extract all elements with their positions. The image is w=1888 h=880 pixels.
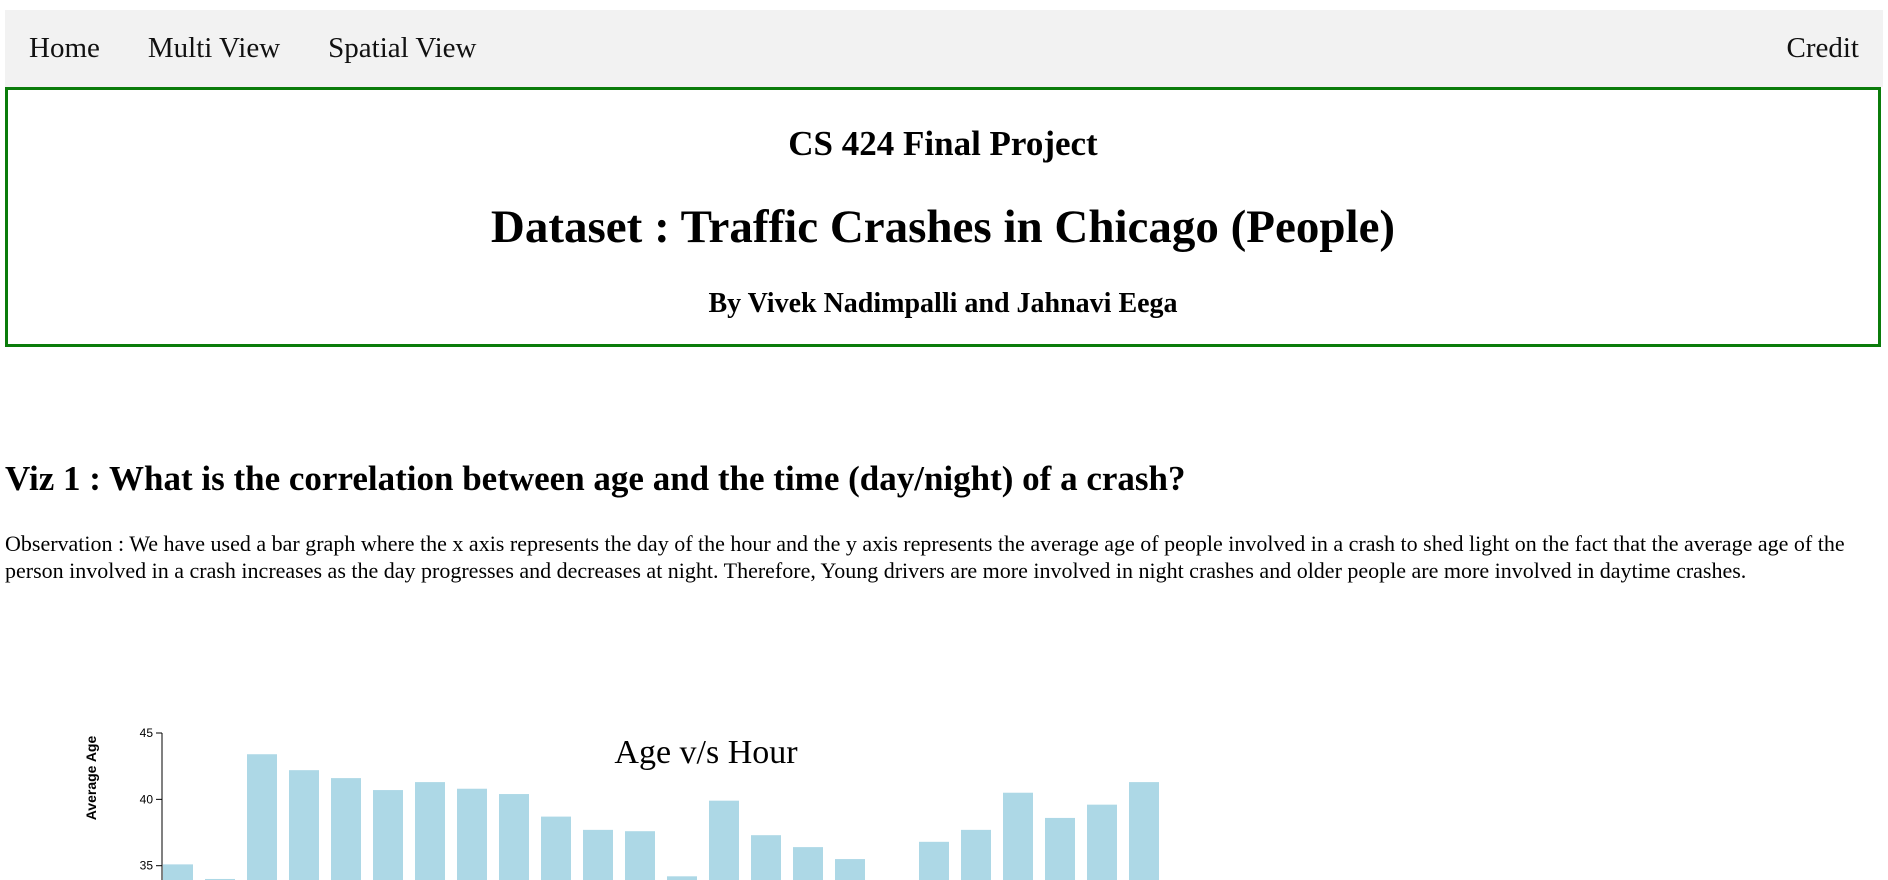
bar-hour-2 — [247, 754, 277, 880]
y-tick-label: 45 — [140, 726, 154, 740]
bar-hour-0 — [163, 864, 193, 880]
page-title: Dataset : Traffic Crashes in Chicago (Pe… — [490, 201, 1396, 253]
y-tick-label: 35 — [140, 859, 154, 873]
bar-hour-18 — [919, 841, 949, 880]
bar-hour-23 — [1129, 782, 1159, 880]
navbar: Home Multi View Spatial View Credit — [5, 10, 1883, 87]
y-axis-ticks: 35 40 45 — [140, 726, 162, 873]
bar-hour-22 — [1087, 804, 1117, 880]
nav-spatial-view[interactable]: Spatial View — [328, 32, 477, 64]
bar-hour-8 — [499, 794, 529, 880]
header-box: CS 424 Final Project Dataset : Traffic C… — [5, 87, 1881, 347]
nav-credit[interactable]: Credit — [1786, 32, 1860, 64]
y-axis-label: Average Age — [83, 736, 99, 821]
bar-hour-13 — [709, 800, 739, 880]
age-hour-chart: 35 40 45 Average Age Age v/s Hour — [83, 726, 1159, 880]
project-subtitle: CS 424 Final Project — [788, 124, 1098, 163]
chart-title: Age v/s Hour — [614, 734, 798, 771]
bar-hour-21 — [1045, 817, 1075, 880]
bar-hour-20 — [1003, 792, 1033, 880]
bar-hour-3 — [289, 770, 319, 880]
bar-hour-14 — [751, 835, 781, 880]
viz1-observation: Observation : We have used a bar graph w… — [5, 531, 1845, 583]
bar-hour-5 — [373, 790, 403, 880]
nav-multi-view[interactable]: Multi View — [147, 32, 281, 64]
bar-hour-11 — [625, 831, 655, 880]
viz1-title: Viz 1 : What is the correlation between … — [5, 459, 1186, 498]
y-tick-label: 40 — [140, 792, 154, 806]
nav-home[interactable]: Home — [29, 32, 100, 64]
bar-hour-9 — [541, 816, 571, 880]
bar-hour-6 — [415, 782, 445, 880]
chart-bars — [163, 754, 1159, 880]
bar-hour-1 — [205, 878, 235, 880]
bar-hour-10 — [583, 829, 613, 880]
bar-hour-4 — [331, 778, 361, 880]
bar-hour-19 — [961, 829, 991, 880]
bar-hour-16 — [835, 859, 865, 880]
bar-hour-15 — [793, 847, 823, 880]
byline: By Vivek Nadimpalli and Jahnavi Eega — [708, 288, 1178, 319]
bar-hour-12 — [667, 876, 697, 880]
bar-hour-7 — [457, 788, 487, 880]
